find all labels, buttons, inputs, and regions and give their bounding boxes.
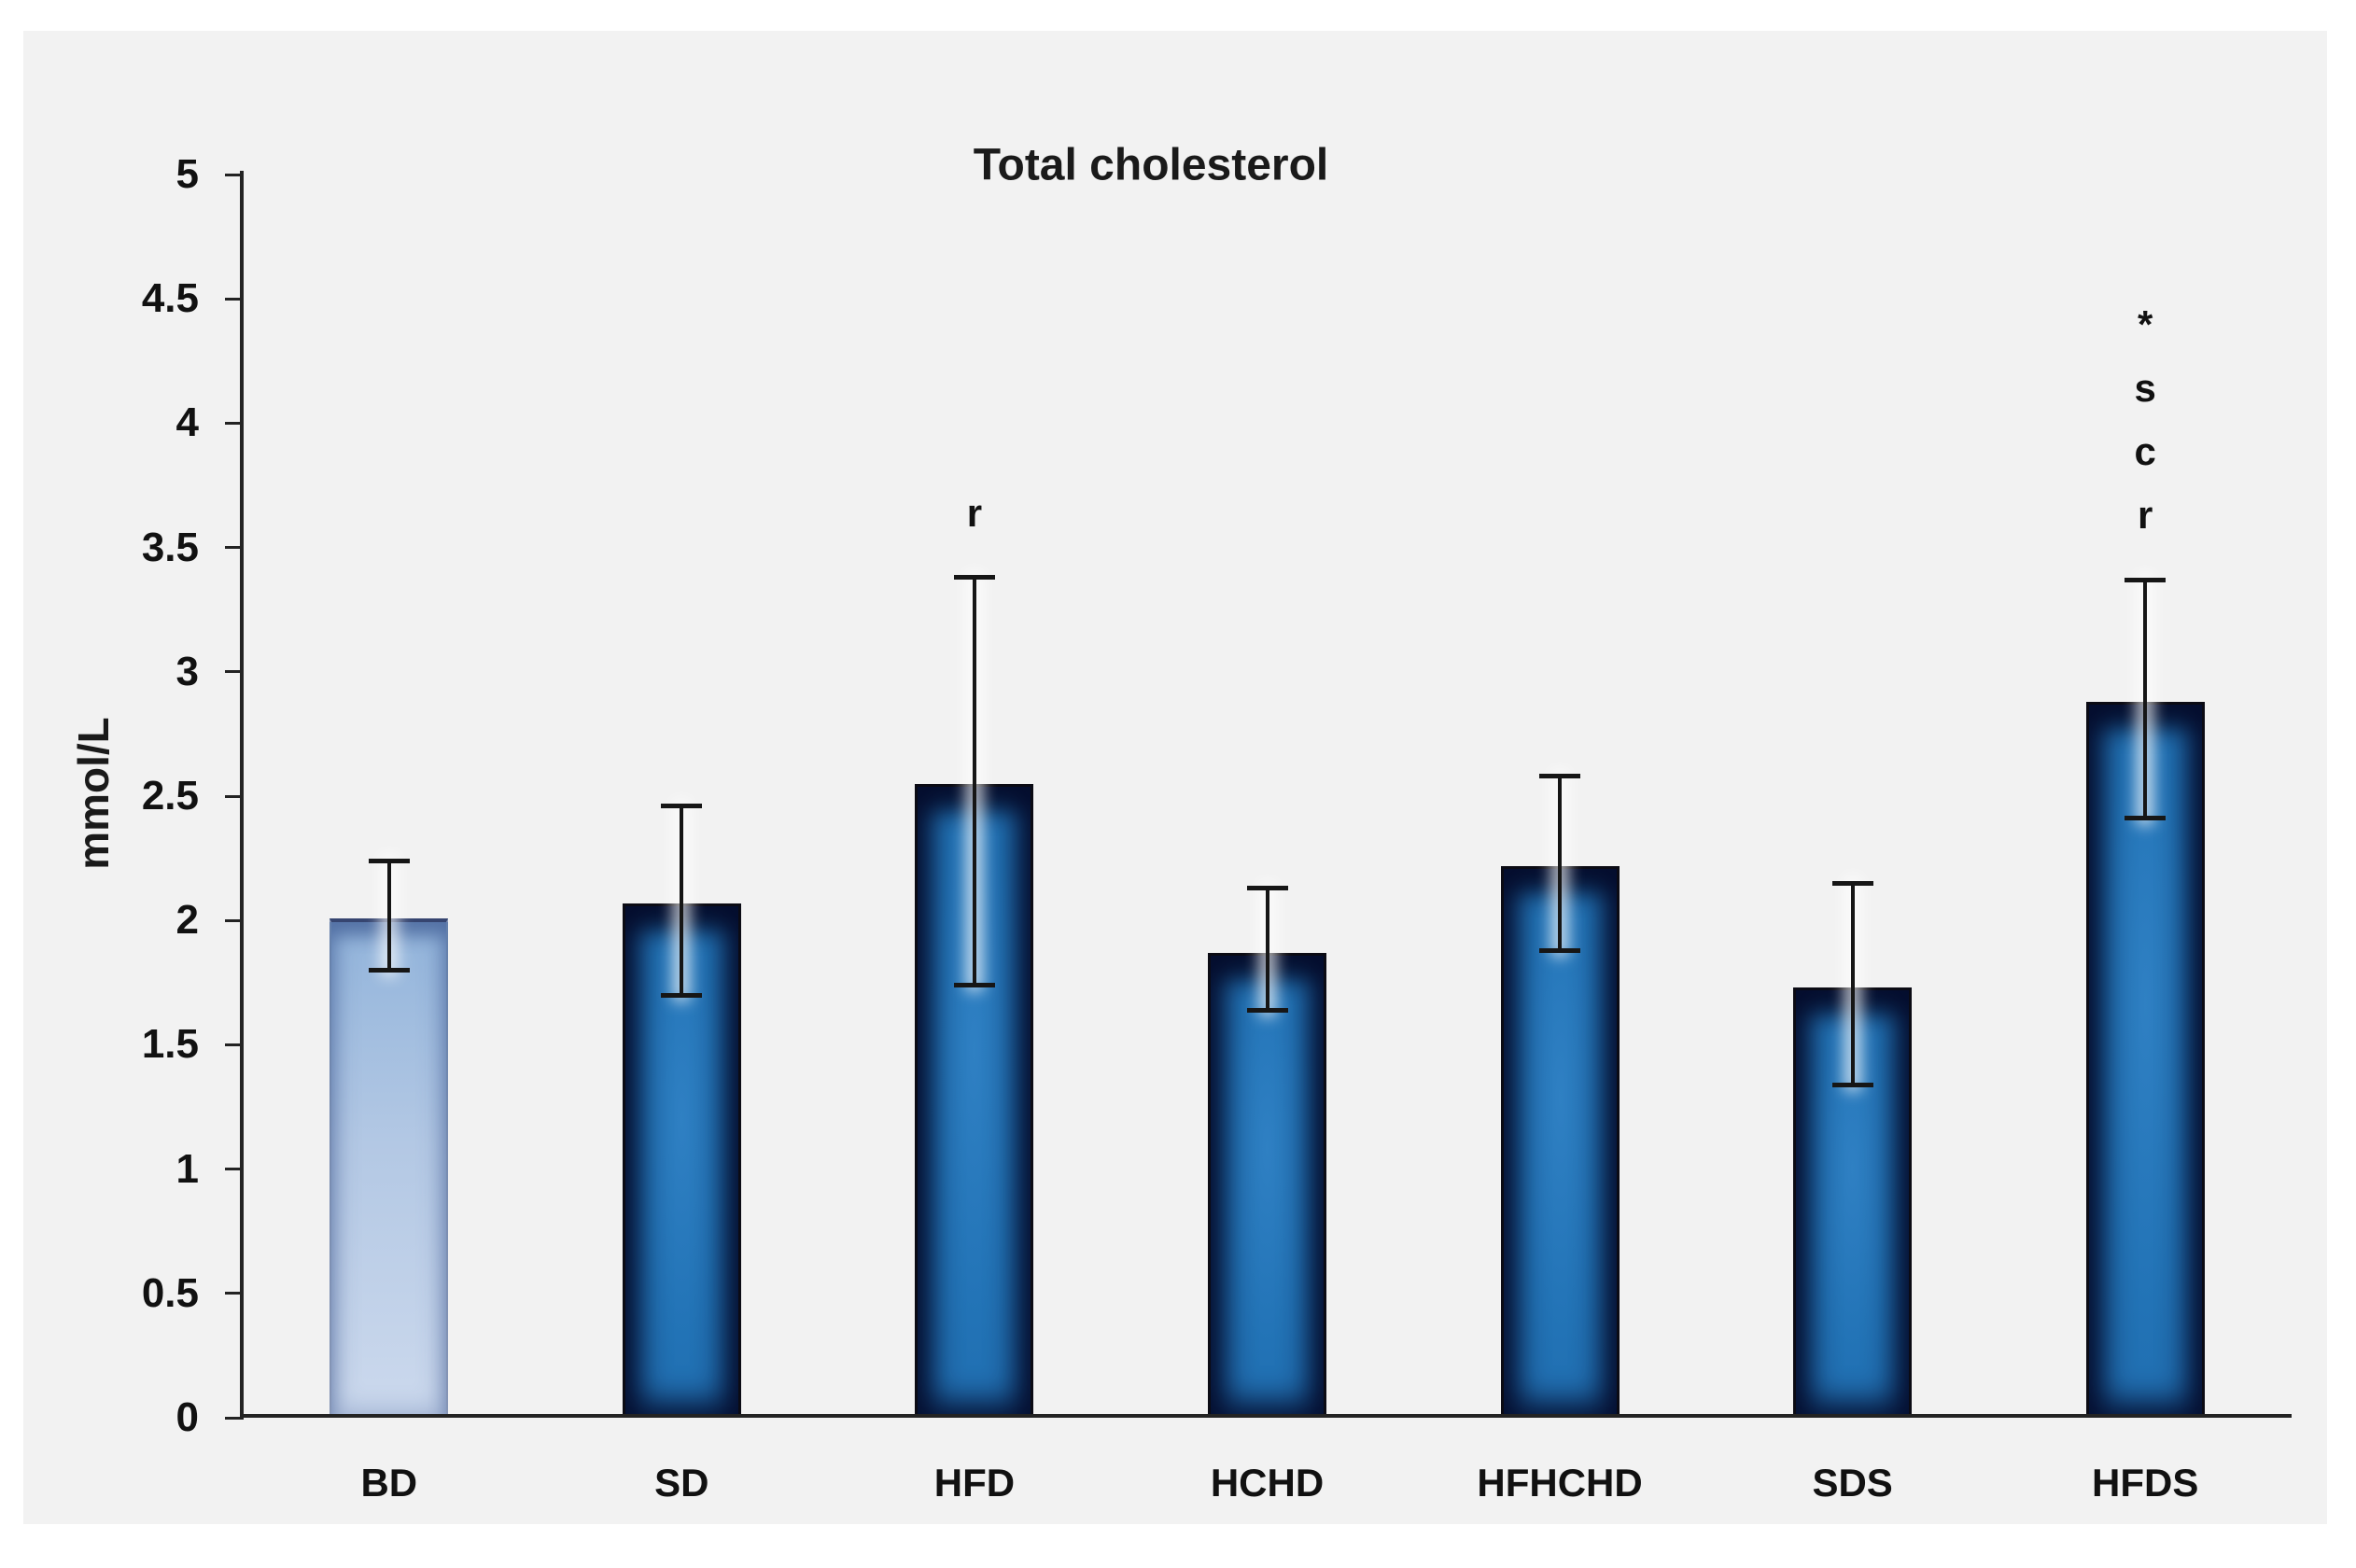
error-bar-line-HFHCHD <box>1558 776 1563 951</box>
error-bar-line-HFD <box>972 577 976 986</box>
y-tick-label: 3 <box>175 648 199 694</box>
x-category-label-SDS: SDS <box>1812 1461 1893 1505</box>
error-bar-line-BD <box>386 861 391 971</box>
y-tick-mark <box>225 670 241 674</box>
error-bar-cap-upper-HFHCHD <box>1539 774 1581 779</box>
x-category-label-HFDS: HFDS <box>2092 1461 2199 1505</box>
y-tick-label: 2 <box>175 897 199 944</box>
y-axis-label: mmol/L <box>69 717 118 870</box>
error-bar-cap-upper-HFD <box>953 575 995 581</box>
x-axis-line <box>243 1414 2292 1418</box>
y-tick-mark <box>225 173 241 176</box>
y-tick-mark <box>225 1292 241 1295</box>
bar-HCHD <box>1208 952 1326 1418</box>
bar-HFHCHD <box>1500 865 1620 1418</box>
y-tick-mark <box>225 1043 241 1046</box>
y-tick-label: 3.5 <box>141 524 199 570</box>
significance-annotation-HFD: r <box>966 490 983 535</box>
error-bar-cap-lower-HFD <box>953 982 995 987</box>
y-tick-mark <box>225 918 241 922</box>
error-bar-line-SDS <box>1850 883 1855 1085</box>
error-bar-line-HFDS <box>2143 580 2148 819</box>
x-category-label-HCHD: HCHD <box>1210 1461 1325 1505</box>
error-bar-cap-upper-SD <box>661 804 703 809</box>
error-bar-line-HCHD <box>1265 888 1269 1011</box>
y-axis-line <box>240 171 244 1420</box>
y-tick-mark <box>225 421 241 425</box>
x-category-label-HFHCHD: HFHCHD <box>1477 1461 1643 1505</box>
x-category-label-HFD: HFD <box>933 1461 1016 1505</box>
error-bar-cap-upper-HCHD <box>1246 886 1288 891</box>
x-category-label-BD: BD <box>360 1461 418 1505</box>
error-bar-cap-lower-SDS <box>1831 1082 1873 1087</box>
y-tick-mark <box>225 297 241 301</box>
error-bar-cap-lower-SD <box>661 992 703 998</box>
y-tick-mark <box>225 794 241 798</box>
error-bar-cap-lower-HFHCHD <box>1539 947 1581 953</box>
y-tick-label: 5 <box>175 151 199 197</box>
bar-BD <box>330 917 449 1418</box>
y-tick-label: 4.5 <box>141 275 199 322</box>
chart-title: Total cholesterol <box>973 140 1329 190</box>
y-tick-label: 4 <box>175 399 199 446</box>
error-bar-cap-upper-BD <box>368 858 410 863</box>
error-bar-cap-lower-BD <box>368 967 410 973</box>
error-bar-cap-upper-SDS <box>1831 880 1873 886</box>
y-tick-label: 1 <box>175 1145 199 1192</box>
y-tick-mark <box>225 1168 241 1171</box>
y-tick-mark <box>225 546 241 550</box>
x-category-label-SD: SD <box>654 1461 709 1505</box>
y-tick-label: 0.5 <box>141 1269 199 1316</box>
y-tick-label: 2.5 <box>141 773 199 819</box>
y-tick-label: 1.5 <box>141 1021 199 1068</box>
bar-HFDS <box>2085 701 2205 1418</box>
significance-annotation-HFDS: * s c r <box>2134 302 2156 538</box>
error-bar-cap-lower-HCHD <box>1246 1007 1288 1013</box>
error-bar-cap-lower-HFDS <box>2125 816 2167 821</box>
error-bar-cap-upper-HFDS <box>2125 577 2167 582</box>
error-bar-line-SD <box>680 805 684 996</box>
y-tick-label: 0 <box>175 1394 199 1440</box>
y-tick-mark <box>225 1416 241 1420</box>
